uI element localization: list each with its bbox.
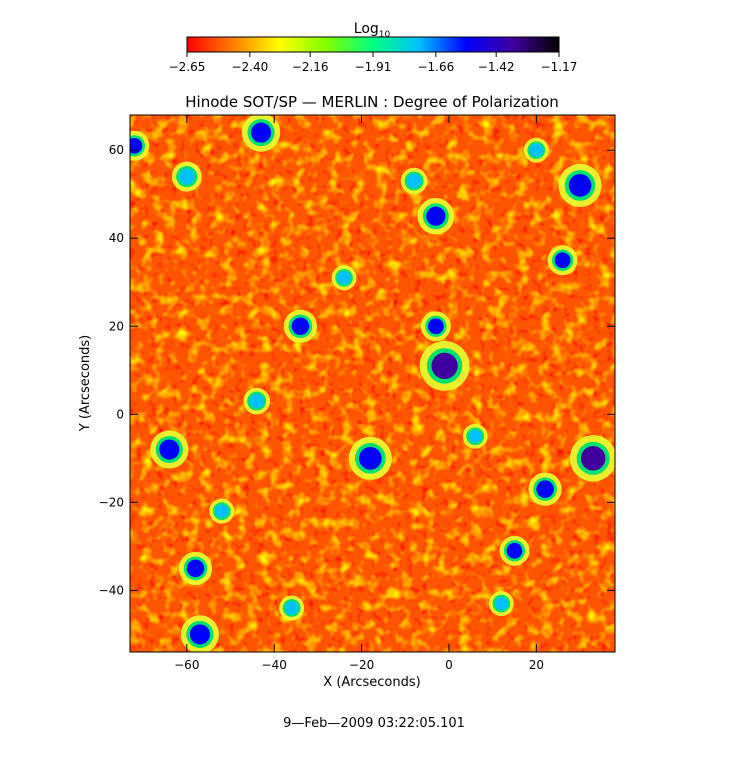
colorbar-label-sub: 10	[379, 30, 391, 40]
colorbar-label: Log10	[354, 21, 391, 40]
colorbar-tick-label: −1.42	[478, 60, 515, 74]
colorbar-tick-label: −1.66	[417, 60, 454, 74]
patch-core	[568, 174, 592, 197]
patch-core	[506, 542, 523, 559]
colorbar-tick-label: −1.17	[541, 60, 578, 74]
y-tick-label: 0	[116, 407, 124, 421]
patch-core	[431, 352, 458, 380]
patch-core	[159, 439, 180, 460]
y-tick-label: 20	[109, 319, 124, 333]
heatmap-patches	[130, 115, 615, 652]
patch-core	[536, 480, 554, 498]
patch-core	[580, 446, 606, 471]
patch-core	[291, 317, 310, 336]
timestamp: 9—Feb—2009 03:22:05.101	[283, 716, 465, 731]
y-tick-label: −20	[99, 495, 124, 509]
colorbar: Log10 −2.65 −2.40 −2.16 −1.91 −1.66 −1.42 −1.1…	[169, 21, 578, 74]
colorbar-tick-label: −2.40	[231, 60, 268, 74]
x-axis-label: X (Arcseconds)	[323, 675, 420, 690]
x-tick-label: 20	[529, 658, 544, 672]
plot-area	[130, 115, 615, 652]
x-tick-label: −60	[174, 658, 199, 672]
colorbar-label-main: Log	[354, 21, 379, 37]
patch-core	[251, 122, 272, 143]
y-tick-label: 60	[109, 143, 124, 157]
patch-core	[215, 504, 229, 518]
patch-core	[468, 429, 482, 443]
chart-title: Hinode SOT/SP — MERLIN : Degree of Polar…	[185, 93, 559, 111]
patch-core	[189, 624, 210, 645]
patch-core	[529, 143, 543, 157]
colorbar-ticks: −2.65 −2.40 −2.16 −1.91 −1.66 −1.42 −1.17	[169, 52, 578, 74]
patch-core	[427, 318, 444, 335]
patch-core	[494, 597, 508, 611]
patch-core	[186, 559, 205, 578]
x-tick-label: −20	[349, 658, 374, 672]
x-tick-label: −40	[262, 658, 287, 672]
y-tick-label: 40	[109, 231, 124, 245]
patch-core	[426, 206, 446, 226]
plot-frame	[129, 114, 616, 653]
patch-core	[554, 252, 571, 269]
x-tick-label: 0	[445, 658, 453, 672]
patch-core	[337, 271, 351, 285]
y-tick-label: −40	[99, 583, 124, 597]
patch-core	[249, 394, 264, 409]
patch-core	[407, 174, 421, 189]
colorbar-tick-label: −1.91	[355, 60, 392, 74]
patch-core	[130, 137, 143, 154]
colorbar-bar	[186, 36, 560, 53]
colorbar-tick-label: −2.16	[292, 60, 329, 74]
patch-core	[358, 446, 382, 470]
y-axis-label: Y (Arcseconds)	[78, 335, 93, 432]
patch-core	[178, 168, 195, 185]
axis-ticks: −60 −40 −20 0 20 −40 −20 0 20 40 60	[99, 115, 615, 672]
colorbar-tick-label: −2.65	[169, 60, 206, 74]
patch-core	[285, 601, 299, 615]
